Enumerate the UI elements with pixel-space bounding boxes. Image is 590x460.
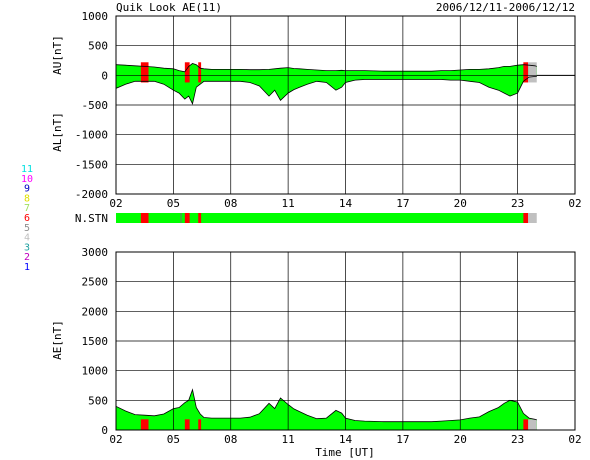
- ae-area-fill: [116, 389, 537, 430]
- figure-title: Quik Look AE(11): [116, 1, 222, 14]
- station-legend-item: 2: [24, 252, 30, 263]
- ae-series-line: [115, 388, 537, 423]
- missing-data-band: [198, 62, 202, 83]
- y-tick-label: 0: [101, 69, 108, 82]
- station-legend-item: 10: [21, 174, 33, 185]
- station-legend-item: 8: [24, 193, 30, 204]
- plot-frame: [115, 15, 576, 195]
- no-data-band: [528, 62, 537, 83]
- x-tick-label: 17: [396, 197, 409, 210]
- x-tick-label: 08: [224, 433, 237, 446]
- missing-data-band: [184, 419, 190, 430]
- x-tick-label: 23: [511, 197, 524, 210]
- missing-data-band: [523, 213, 529, 223]
- date-range: 2006/12/11-2006/12/12: [436, 1, 575, 14]
- y-tick-label: -1500: [75, 158, 108, 171]
- x-axis-label: Time [UT]: [315, 446, 375, 459]
- missing-data-band: [198, 213, 202, 223]
- y-tick-label: 1500: [82, 335, 109, 348]
- ae-axis-label: AE[nT]: [51, 320, 64, 360]
- station-legend-item: 1: [24, 262, 30, 273]
- station-legend-item: 6: [24, 213, 30, 224]
- station-legend-item: 3: [24, 242, 30, 253]
- y-tick-label: 3000: [82, 246, 109, 259]
- station-legend-item: 9: [24, 184, 30, 195]
- x-tick-label: 02: [568, 433, 581, 446]
- station-legend-item: 4: [24, 233, 30, 244]
- x-tick-label: 14: [339, 197, 353, 210]
- y-tick-label: -1000: [75, 129, 108, 142]
- missing-data-band: [523, 62, 529, 83]
- y-tick-label: -2000: [75, 188, 108, 201]
- x-tick-label: 08: [224, 197, 237, 210]
- missing-data-band: [184, 213, 190, 223]
- station-bar-full: [116, 213, 529, 223]
- al-series-line: [115, 76, 537, 105]
- x-tick-label: 02: [568, 197, 581, 210]
- x-tick-label: 02: [109, 433, 122, 446]
- missing-data-band: [140, 213, 149, 223]
- x-tick-label: 20: [454, 197, 467, 210]
- missing-data-band: [140, 62, 149, 83]
- y-tick-label: -500: [82, 99, 109, 112]
- x-tick-label: 11: [282, 433, 295, 446]
- x-tick-label: 11: [282, 197, 295, 210]
- y-tick-label: 0: [101, 424, 108, 437]
- au-series-line: [115, 63, 537, 73]
- station-legend-item: 11: [21, 164, 33, 175]
- x-tick-label: 02: [109, 197, 122, 210]
- y-tick-label: 500: [88, 394, 108, 407]
- no-data-band: [528, 419, 537, 430]
- station-count-label: N.STN: [75, 212, 108, 225]
- missing-data-band: [184, 62, 190, 83]
- missing-data-band: [140, 419, 149, 430]
- al-axis-label: AL[nT]: [51, 112, 64, 152]
- station-legend-item: 5: [24, 223, 30, 234]
- y-tick-label: 500: [88, 40, 108, 53]
- missing-data-band: [523, 419, 529, 430]
- no-data-band: [528, 213, 537, 223]
- x-tick-label: 17: [396, 433, 409, 446]
- y-tick-label: 2000: [82, 305, 109, 318]
- au-al-envelope: [116, 63, 537, 104]
- x-tick-label: 05: [167, 433, 180, 446]
- y-tick-label: 1000: [82, 365, 109, 378]
- y-tick-label: 2500: [82, 276, 109, 289]
- x-tick-label: 14: [339, 433, 353, 446]
- x-tick-label: 20: [454, 433, 467, 446]
- y-tick-label: 1000: [82, 10, 109, 23]
- x-tick-label: 23: [511, 433, 524, 446]
- missing-data-band: [198, 419, 202, 430]
- station-count-panel: N.STN: [75, 212, 537, 225]
- x-tick-label: 05: [167, 197, 180, 210]
- station-legend-item: 7: [24, 203, 30, 214]
- plot-frame: [115, 251, 576, 431]
- au-axis-label: AU[nT]: [51, 35, 64, 75]
